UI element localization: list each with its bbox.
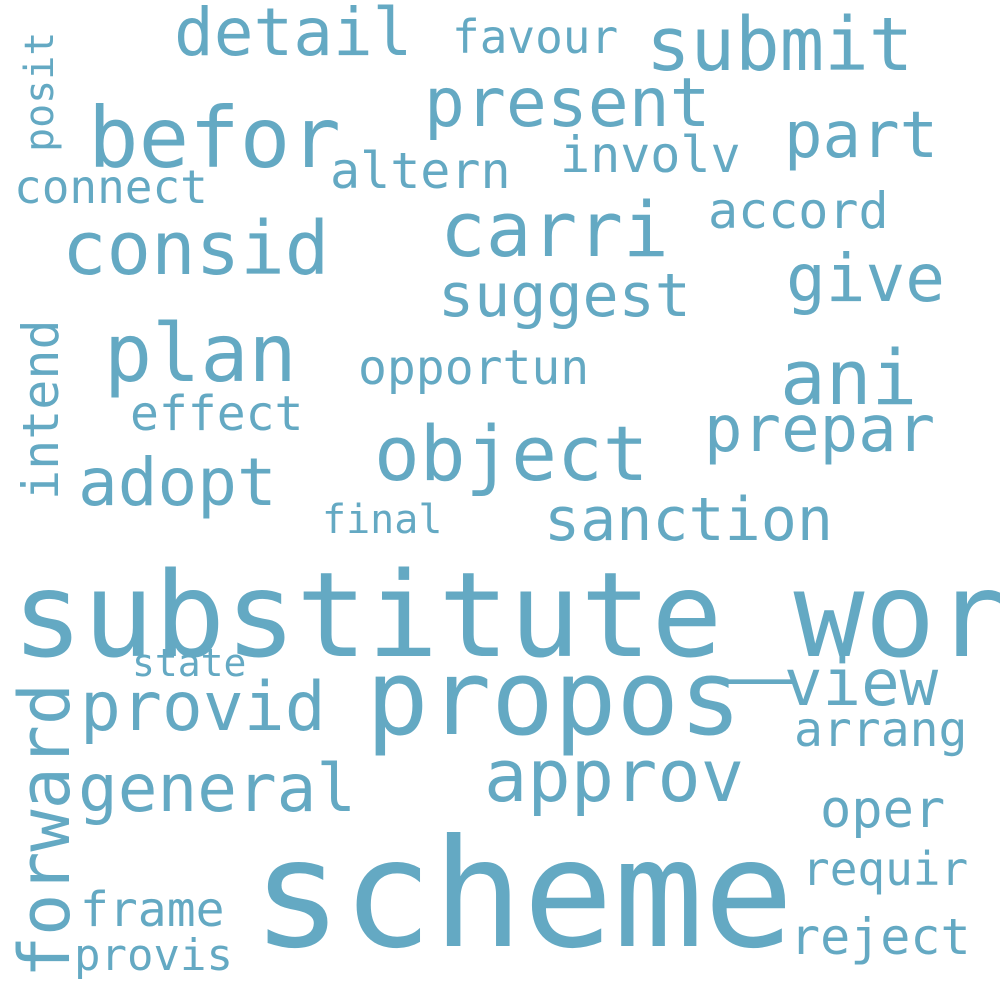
word-accord: accord [708,182,889,240]
word-part: part [784,99,939,173]
word-view: view [784,647,939,721]
word-opportun: opportun [358,340,590,396]
word-carri: carri [440,185,669,274]
word-arrang: arrang [794,702,968,758]
word-detail: detail [174,0,413,71]
word-substitute-word: substitute_word [12,546,1000,684]
word-connect: connect [14,160,208,214]
word-approv: approv [484,734,745,818]
word-effect: effect [130,386,304,442]
word-altern: altern [330,142,511,200]
word-submit: submit [646,2,914,88]
word-oper: oper [820,780,946,840]
word-give: give [786,240,945,317]
word-forward: forward [4,682,86,978]
word-plan: plan [104,307,297,400]
word-involv: involv [560,126,741,184]
word-present: present [424,64,711,143]
word-suggest: suggest [438,261,691,331]
word-intend: intend [12,319,70,500]
word-object: object [374,409,649,498]
word-ani: ani [780,333,918,422]
word-provid: provid [80,668,326,747]
word-sanction: sanction [544,485,833,555]
word-scheme: scheme [252,808,794,982]
word-state: state [132,641,247,685]
word-adopt: adopt [78,444,277,521]
word-general: general [78,750,357,827]
word-prepar: prepar [704,393,936,467]
word-requir: requir [802,842,969,896]
word-befor: befor [88,89,341,187]
word-posit: posit [17,31,63,152]
word-final: final [322,497,443,543]
word-reject: reject [790,908,971,966]
word-consid: consid [62,206,330,292]
word-frame: frame [80,882,225,938]
word-propos: propos [366,637,742,759]
word-provis: provis [74,930,233,981]
word-favour: favour [452,10,619,64]
